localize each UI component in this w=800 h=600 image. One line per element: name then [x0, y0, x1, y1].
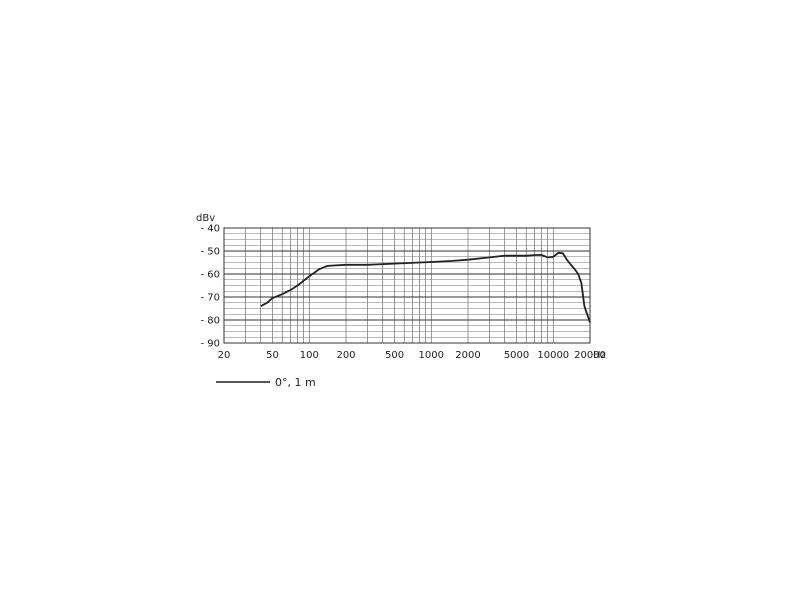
- y-axis-label: dBv: [196, 213, 215, 224]
- x-axis-ticks: 20 50 100 200 500 1000 2000 5000 10000 20000: [218, 350, 606, 361]
- x-tick-label: 500: [385, 350, 404, 361]
- x-tick-label: 20000: [574, 350, 606, 361]
- y-tick-label: - 60: [200, 270, 220, 281]
- y-tick-label: - 80: [200, 316, 220, 327]
- legend-label: 0°, 1 m: [275, 376, 316, 389]
- y-tick-label: - 50: [200, 247, 220, 258]
- y-tick-label: - 90: [200, 339, 220, 350]
- y-tick-label: - 40: [200, 224, 220, 235]
- x-tick-label: 100: [300, 350, 319, 361]
- y-axis-ticks: - 40 - 50 - 60 - 70 - 80 - 90: [200, 224, 220, 350]
- x-axis-label: Hz: [593, 350, 606, 361]
- y-tick-label: - 70: [200, 293, 220, 304]
- x-tick-label: 2000: [455, 350, 480, 361]
- series-line: [260, 251, 591, 323]
- x-tick-label: 20: [218, 350, 231, 361]
- minor-grid: [224, 228, 590, 343]
- legend: 0°, 1 m: [216, 376, 316, 389]
- series-lines: [260, 251, 591, 323]
- x-tick-label: 10000: [537, 350, 569, 361]
- plot-frame: [223, 227, 591, 344]
- x-tick-label: 200: [336, 350, 355, 361]
- x-tick-label: 1000: [419, 350, 444, 361]
- x-tick-label: 5000: [504, 350, 529, 361]
- x-tick-label: 50: [266, 350, 279, 361]
